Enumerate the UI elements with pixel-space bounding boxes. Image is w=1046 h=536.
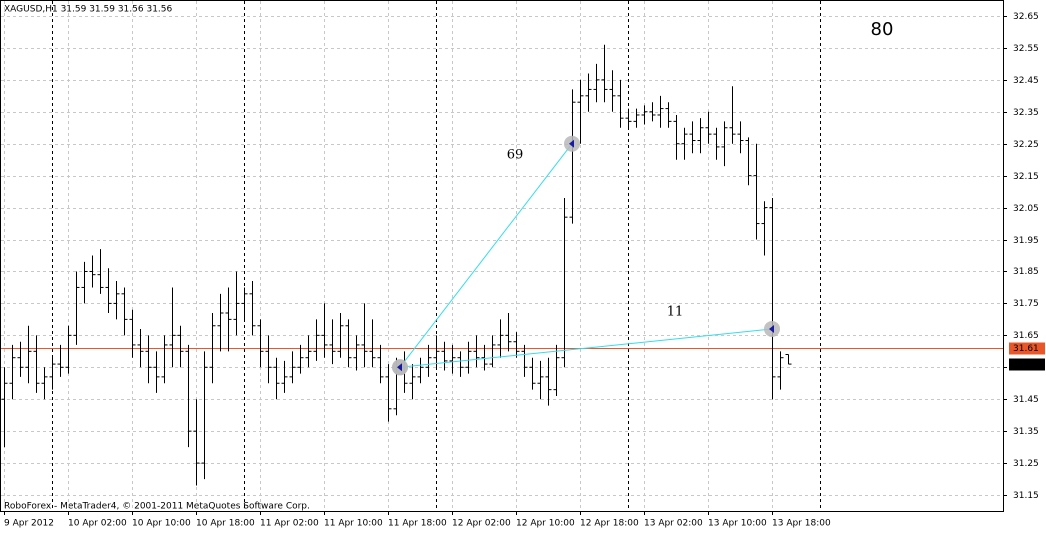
trendline-label: 69 [507, 148, 524, 163]
y-tick-label: 32.35 [1013, 108, 1039, 118]
x-tick-label: 9 Apr 2012 [4, 519, 54, 529]
x-tick-label: 12 Apr 02:00 [452, 519, 511, 529]
ask-label-box [1009, 342, 1045, 355]
y-tick-label: 31.35 [1013, 427, 1039, 437]
y-tick-label: 32.55 [1013, 44, 1039, 54]
y-tick-label: 32.45 [1013, 76, 1039, 86]
y-tick-label: 32.15 [1013, 172, 1039, 182]
x-tick-label: 10 Apr 18:00 [196, 519, 255, 529]
y-tick-label: 31.75 [1013, 299, 1039, 309]
y-tick-label: 32.25 [1013, 140, 1039, 150]
x-tick-label: 10 Apr 10:00 [132, 519, 191, 529]
chart-header: XAGUSD,H1 31.59 31.59 31.56 31.56 [4, 5, 173, 15]
x-tick-label: 11 Apr 18:00 [388, 519, 447, 529]
footer: RoboForex - MetaTrader4, © 2001-2011 Met… [4, 502, 310, 512]
x-tick-label: 10 Apr 02:00 [68, 519, 127, 529]
x-tick-label: 13 Apr 02:00 [644, 519, 703, 529]
x-tick-label: 11 Apr 10:00 [324, 519, 383, 529]
x-tick-label: 11 Apr 02:00 [260, 519, 319, 529]
x-tick-label: 13 Apr 10:00 [708, 519, 767, 529]
y-tick-label: 31.95 [1013, 236, 1039, 246]
ask-label: 31.61 [1013, 344, 1039, 354]
y-tick-label: 32.05 [1013, 204, 1039, 214]
y-tick-label: 31.15 [1013, 491, 1039, 501]
x-tick-label: 12 Apr 10:00 [516, 519, 575, 529]
corner-label: 80 [871, 19, 894, 40]
anchor-arrow [769, 324, 774, 333]
x-tick-label: 13 Apr 18:00 [772, 519, 831, 529]
anchor-arrow [569, 139, 574, 148]
anchor-arrow [397, 363, 402, 372]
y-tick-label: 31.25 [1013, 459, 1039, 469]
y-tick-label: 32.65 [1013, 12, 1039, 22]
y-tick-label: 31.45 [1013, 395, 1039, 405]
plot-frame [0, 0, 1004, 512]
bid-label-box [1009, 358, 1045, 371]
y-tick-label: 31.65 [1013, 331, 1039, 341]
trendline [399, 328, 773, 368]
y-tick-label: 31.85 [1013, 267, 1039, 277]
trendline-label: 11 [667, 305, 684, 320]
x-tick-label: 12 Apr 18:00 [580, 519, 639, 529]
bid-label: 31.56 [1013, 360, 1041, 370]
trendline [399, 143, 573, 368]
